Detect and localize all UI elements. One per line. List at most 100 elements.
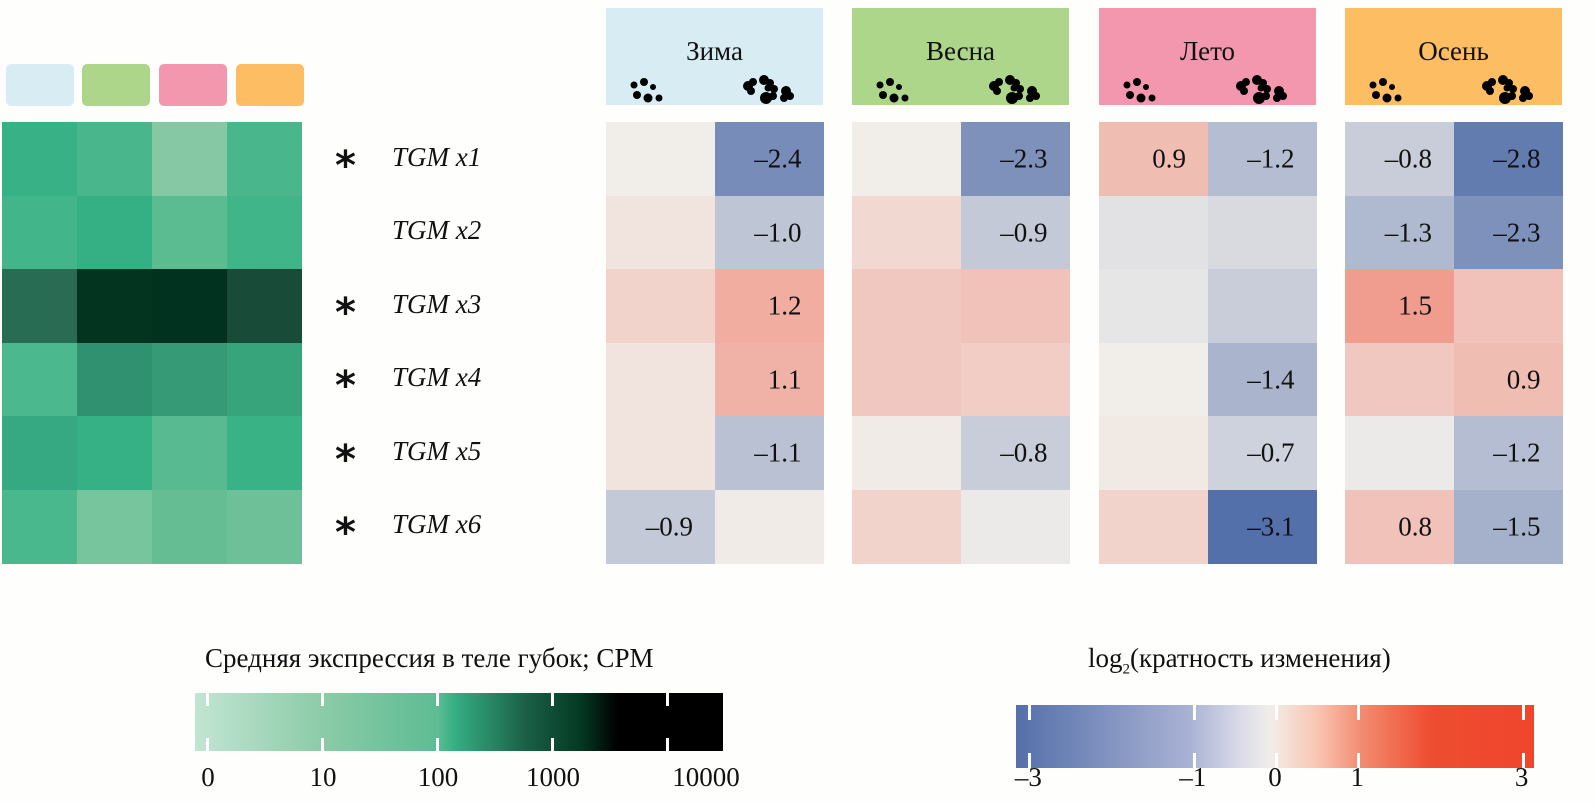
dispersed-cells-icon	[1369, 78, 1402, 103]
cell-dot	[1262, 92, 1270, 100]
fold-change-cell: –1.0	[714, 195, 824, 270]
cell-dot	[1369, 81, 1377, 89]
expression-cell	[2, 195, 77, 270]
expression-cell	[227, 269, 302, 343]
fold-change-cell	[1345, 342, 1454, 417]
expression-cell	[152, 416, 227, 490]
expression-cell	[227, 122, 302, 196]
cell-aggregates-icon	[1482, 75, 1533, 104]
cell-dot	[1010, 84, 1018, 92]
cell-dot	[1488, 78, 1496, 86]
fold-change-cell	[606, 416, 715, 490]
fold-change-cell	[960, 269, 1070, 343]
fold-change-legend-title: log2(кратность изменения)	[1088, 643, 1391, 678]
legend-title-text: (кратность изменения)	[1130, 643, 1391, 673]
legend-title-log: log	[1088, 643, 1123, 673]
colorbar-tick	[436, 738, 439, 751]
colorbar-tick	[551, 693, 554, 706]
cell-dot	[879, 91, 887, 99]
cell-dot	[1126, 91, 1134, 99]
expression-cell	[77, 489, 152, 564]
significance-star: *	[335, 363, 356, 410]
fold-change-cell	[1345, 416, 1454, 490]
colorbar-tick	[321, 693, 324, 706]
fold-change-cell: –1.1	[714, 416, 824, 490]
fold-change-label: –0.8	[1000, 437, 1048, 468]
cell-dot	[764, 84, 772, 92]
fold-change-label: –3.1	[1247, 511, 1295, 541]
colorbar-tick	[1521, 753, 1525, 768]
cell-dot	[1499, 92, 1511, 104]
season-title: Осень	[1418, 36, 1489, 66]
cell-dot	[1143, 84, 1149, 90]
fold-change-label: –2.8	[1493, 143, 1541, 174]
cell-dot	[1240, 87, 1248, 95]
fold-change-label: –0.9	[645, 511, 693, 541]
fold-change-cell	[1099, 342, 1208, 417]
fold-change-cell: 1.1	[714, 342, 824, 417]
dispersed-cells-icon	[630, 78, 663, 103]
gene-label: TGM x1	[392, 141, 482, 172]
colorbar-tick	[1028, 705, 1032, 720]
fold-change-label: 1.5	[1398, 290, 1432, 321]
legend-title-subscript: 2	[1122, 661, 1131, 678]
expression-tick-label: 10000	[672, 762, 740, 792]
fold-change-label: –1.3	[1384, 217, 1432, 247]
expression-tick-label: 0	[201, 762, 215, 792]
expression-cell	[152, 342, 227, 417]
fold-change-cell	[1207, 195, 1317, 270]
cell-dot	[1263, 85, 1271, 93]
expression-cell	[77, 122, 152, 196]
gene-label: TGM x6	[392, 509, 482, 540]
cell-dot	[1503, 84, 1511, 92]
cell-dot	[993, 87, 1001, 95]
season-swatch-4	[236, 64, 304, 106]
fold-change-label: –0.8	[1384, 143, 1432, 174]
fold-change-cell: –2.3	[960, 122, 1070, 196]
cell-dot	[886, 78, 894, 86]
fold-change-label: –1.0	[754, 217, 802, 247]
fold-change-label: –0.7	[1247, 437, 1295, 468]
cell-dot	[1509, 85, 1517, 93]
cell-dot	[1389, 84, 1395, 90]
cell-dot	[760, 92, 772, 104]
colorbar-tick	[551, 738, 554, 751]
expression-cell	[227, 195, 302, 270]
fold-change-label: –2.4	[754, 143, 802, 174]
significance-star: *	[335, 142, 356, 189]
fold-change-cell	[960, 342, 1070, 417]
season-header-2: Весна	[852, 8, 1069, 105]
colorbar-tick	[1275, 705, 1278, 720]
fold-change-label: –1.2	[1247, 143, 1295, 174]
cell-dot	[1136, 93, 1146, 103]
fold-change-cell: –0.8	[960, 416, 1070, 490]
colorbar-tick	[666, 693, 669, 706]
fold-change-cell: –1.2	[1207, 122, 1317, 196]
fold-change-label: –2.3	[1493, 217, 1541, 247]
cell-dot	[770, 85, 778, 93]
fold-change-tick-label: 3	[1514, 762, 1529, 792]
fold-change-cell	[852, 122, 961, 196]
fold-change-cell	[606, 195, 715, 270]
fold-change-cell	[960, 489, 1070, 564]
fold-change-cell: –1.3	[1345, 195, 1454, 270]
dispersed-cells-icon	[876, 78, 909, 103]
cell-aggregates-icon	[1236, 75, 1287, 104]
fold-change-tick-label: 0	[1268, 762, 1282, 792]
colorbar-tick	[1275, 753, 1278, 768]
season-title: Весна	[925, 36, 996, 66]
fold-change-cell: –1.2	[1453, 416, 1563, 490]
fold-change-label: –2.3	[1000, 143, 1048, 174]
fold-change-tick-label: –3	[1014, 762, 1042, 792]
fold-change-cell	[714, 489, 824, 564]
fold-change-cell: 1.5	[1345, 269, 1454, 343]
expression-cell	[2, 269, 77, 343]
gene-label: TGM x2	[392, 215, 482, 246]
expression-cell	[152, 122, 227, 196]
fold-change-cell: –3.1	[1207, 489, 1317, 564]
fold-change-tick-label: –1	[1179, 762, 1207, 792]
colorbar-tick	[1357, 705, 1361, 720]
fold-change-cell	[1099, 269, 1208, 343]
cell-dot	[1253, 92, 1265, 104]
fold-change-label: 0.8	[1398, 511, 1432, 541]
